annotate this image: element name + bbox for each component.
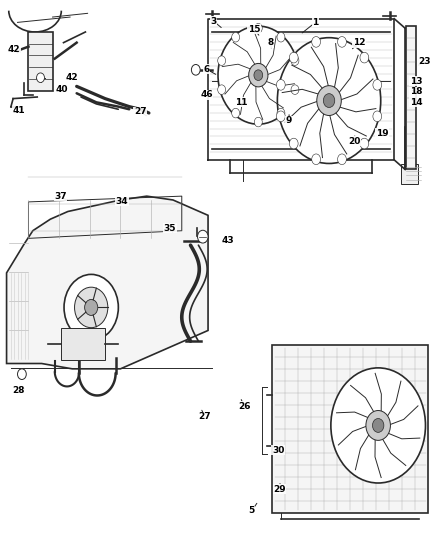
Bar (272, 345, 428, 513)
Circle shape (36, 73, 45, 83)
Circle shape (254, 70, 263, 80)
Text: 18: 18 (410, 87, 422, 96)
Circle shape (317, 86, 341, 116)
Text: 11: 11 (236, 98, 248, 107)
Text: 27: 27 (199, 413, 211, 421)
Circle shape (85, 300, 98, 316)
Text: 37: 37 (54, 192, 67, 200)
Text: 43: 43 (222, 237, 234, 245)
Circle shape (372, 418, 384, 432)
Circle shape (373, 79, 381, 90)
Text: 28: 28 (12, 386, 25, 394)
Text: 34: 34 (116, 197, 128, 206)
Text: 19: 19 (376, 129, 388, 138)
Circle shape (191, 64, 200, 75)
Text: 23: 23 (419, 57, 431, 66)
Circle shape (323, 94, 335, 108)
Text: 12: 12 (353, 38, 365, 47)
Circle shape (277, 38, 381, 164)
Circle shape (18, 369, 26, 379)
Circle shape (74, 287, 108, 328)
Text: 6: 6 (204, 65, 210, 74)
Circle shape (254, 117, 262, 127)
Text: 14: 14 (410, 98, 422, 107)
Text: 42: 42 (66, 73, 78, 82)
Circle shape (312, 37, 321, 47)
Text: 3: 3 (211, 17, 217, 26)
Circle shape (360, 52, 369, 63)
Polygon shape (7, 196, 208, 369)
Circle shape (218, 26, 299, 124)
Circle shape (373, 111, 381, 122)
Text: 13: 13 (410, 77, 422, 85)
Circle shape (338, 154, 346, 165)
Bar (406, 26, 416, 169)
Circle shape (277, 33, 285, 42)
Text: 5: 5 (249, 506, 255, 515)
Text: 1: 1 (312, 18, 318, 27)
Text: 40: 40 (55, 85, 67, 94)
Bar (61, 328, 105, 360)
Circle shape (366, 410, 390, 440)
Text: 8: 8 (268, 38, 274, 47)
Text: 20: 20 (349, 137, 361, 146)
Text: 46: 46 (201, 91, 213, 99)
Text: 26: 26 (238, 402, 251, 410)
Circle shape (290, 52, 298, 63)
Circle shape (276, 111, 285, 122)
Circle shape (218, 85, 226, 94)
Circle shape (291, 85, 299, 94)
Circle shape (64, 274, 118, 341)
Circle shape (312, 154, 321, 165)
Circle shape (290, 138, 298, 149)
Text: 30: 30 (272, 446, 284, 455)
Circle shape (360, 138, 369, 149)
Bar (28, 32, 53, 91)
Text: 29: 29 (273, 485, 286, 494)
Bar (401, 164, 418, 184)
Circle shape (232, 33, 240, 42)
Circle shape (232, 108, 240, 118)
Text: 27: 27 (134, 108, 146, 116)
Circle shape (331, 368, 425, 483)
Text: 41: 41 (12, 107, 25, 115)
Text: 9: 9 (286, 116, 292, 125)
Circle shape (276, 79, 285, 90)
Circle shape (218, 56, 226, 66)
Text: 15: 15 (248, 25, 260, 34)
Text: 42: 42 (8, 45, 20, 53)
Circle shape (198, 230, 208, 243)
Circle shape (254, 23, 262, 33)
Circle shape (249, 63, 268, 87)
Circle shape (291, 56, 299, 66)
Circle shape (338, 37, 346, 47)
Text: 35: 35 (164, 224, 176, 232)
Circle shape (277, 108, 285, 118)
